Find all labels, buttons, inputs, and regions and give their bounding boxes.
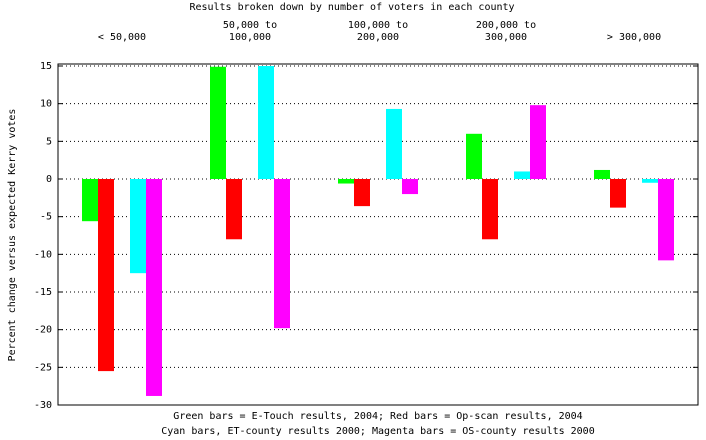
y-tick-label: -30 <box>34 400 52 411</box>
y-tick-label: -20 <box>34 325 52 336</box>
bar <box>226 179 242 240</box>
x-tick-label: 100,000 to 200,000 <box>348 20 408 43</box>
plot-frame <box>57 63 699 406</box>
bar <box>530 105 546 179</box>
chart-title: Results broken down by number of voters … <box>189 2 514 13</box>
bar <box>210 66 226 179</box>
y-tick-label: 10 <box>40 99 52 110</box>
y-tick-label: -25 <box>34 362 52 373</box>
y-tick-label: 5 <box>46 136 52 147</box>
footnote: Cyan bars, ET-county results 2000; Magen… <box>161 426 594 437</box>
footnote: Green bars = E-Touch results, 2004; Red … <box>173 411 582 422</box>
y-tick-label: -15 <box>34 287 52 298</box>
bar <box>466 133 482 179</box>
bar <box>514 171 530 179</box>
bar <box>338 179 354 184</box>
y-axis-title: Percent change versus expected Kerry vot… <box>7 109 18 362</box>
bar <box>258 66 274 179</box>
x-tick-label: < 50,000 <box>98 32 146 43</box>
bar <box>402 179 418 195</box>
bar <box>642 179 658 183</box>
bar <box>274 179 290 329</box>
bar <box>658 179 674 261</box>
bar <box>130 179 146 274</box>
bar <box>146 179 162 396</box>
x-tick-label: 200,000 to 300,000 <box>476 20 536 43</box>
bar <box>354 179 370 207</box>
x-tick-label: > 300,000 <box>607 32 661 43</box>
bar <box>386 108 402 179</box>
bar <box>98 179 114 372</box>
bar <box>482 179 498 240</box>
y-tick-label: -5 <box>40 212 52 223</box>
bar <box>594 169 610 179</box>
bar <box>610 179 626 208</box>
y-tick-label: 15 <box>40 61 52 72</box>
y-tick-label: -10 <box>34 249 52 260</box>
x-tick-label: 50,000 to 100,000 <box>223 20 277 43</box>
bar <box>82 179 98 222</box>
y-tick-label: 0 <box>46 174 52 185</box>
